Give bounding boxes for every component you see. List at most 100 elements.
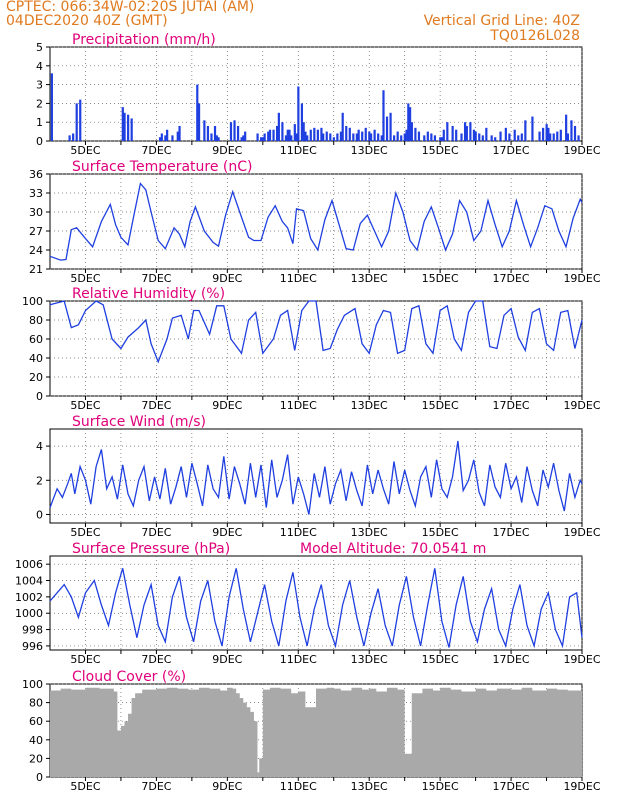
precip-bar — [332, 137, 335, 141]
precip-bar — [547, 127, 550, 141]
precip-bar — [520, 133, 523, 141]
precip-bar — [281, 122, 284, 141]
y-tick-label: 0 — [36, 771, 43, 784]
x-tick-label: 17DEC — [493, 653, 530, 666]
y-tick-label: 1006 — [15, 558, 43, 571]
precip-bar — [229, 122, 233, 141]
x-tick-label: 7DEC — [141, 144, 171, 157]
panel-1: 5DEC 7DEC 9DEC 11DEC 13DEC 15DEC 17DEC 19DEC 21 2… — [29, 159, 601, 285]
panel-frame — [49, 555, 583, 651]
x-tick-label: 5DEC — [70, 272, 100, 285]
x-tick-label: 13DEC — [351, 144, 388, 157]
precip-bar — [478, 133, 481, 141]
panel-frame — [49, 428, 583, 524]
precip-bar — [293, 124, 296, 141]
x-tick-label: 17DEC — [493, 144, 530, 157]
x-tick-label: 11DEC — [280, 526, 317, 539]
x-tick-label: 19DEC — [563, 526, 600, 539]
y-tick-label: 996 — [22, 640, 43, 653]
y-tick-label: 27 — [29, 225, 43, 238]
precip-bar — [541, 127, 545, 141]
header-datetime: 04DEC2020 40Z (GMT) — [6, 13, 168, 29]
precip-bar — [336, 133, 339, 141]
x-tick-label: 13DEC — [351, 653, 388, 666]
precip-bar — [178, 125, 181, 141]
panel-5: 5DEC 7DEC 9DEC 11DEC 13DEC 15DEC 17DEC 19DEC 0 20… — [22, 669, 601, 793]
y-tick-label: 80 — [29, 314, 43, 327]
precip-bar — [236, 125, 240, 141]
y-tick-label: 100 — [22, 678, 43, 691]
panel-title: Surface Wind (m/s) — [72, 414, 206, 430]
precip-bar — [121, 107, 124, 141]
x-tick-label: 5DEC — [70, 780, 100, 793]
precip-bar — [380, 135, 383, 141]
precip-bar — [552, 133, 555, 141]
x-tick-label: 7DEC — [141, 526, 171, 539]
precip-bar — [446, 122, 449, 141]
y-tick-label: 2 — [36, 474, 43, 487]
precip-bar — [244, 131, 247, 141]
precip-bar — [275, 125, 279, 141]
precip-bar — [423, 135, 426, 141]
x-tick-label: 13DEC — [351, 272, 388, 285]
x-tick-label: 11DEC — [280, 399, 317, 412]
precip-bar — [494, 137, 497, 141]
precip-bar — [556, 131, 559, 141]
panel-title: Relative Humidity (%) — [72, 286, 225, 302]
x-tick-label: 11DEC — [280, 780, 317, 793]
precip-bar — [455, 129, 458, 141]
precip-bar — [565, 114, 568, 141]
x-tick-label: 13DEC — [351, 780, 388, 793]
precip-bar — [348, 127, 351, 141]
x-tick-label: 15DEC — [422, 144, 459, 157]
precip-bar — [393, 135, 396, 141]
x-tick-label: 19DEC — [563, 272, 600, 285]
y-tick-label: 0 — [36, 390, 43, 403]
precip-bar — [256, 133, 259, 141]
precip-bar — [158, 137, 162, 141]
precip-bar — [68, 135, 71, 141]
precip-bar — [302, 122, 305, 141]
precip-bar — [50, 73, 53, 141]
y-tick-label: 5 — [36, 41, 43, 54]
precip-bar — [304, 131, 307, 141]
x-tick-label: 9DEC — [212, 653, 242, 666]
x-tick-label: 19DEC — [563, 144, 600, 157]
precip-bar — [240, 137, 243, 141]
precip-bar — [320, 127, 323, 141]
x-tick-label: 15DEC — [422, 399, 459, 412]
precip-bar — [566, 133, 570, 141]
precip-bar — [297, 86, 300, 141]
precip-bar — [368, 131, 371, 141]
x-tick-label: 19DEC — [563, 780, 600, 793]
precip-bar — [538, 131, 541, 141]
y-tick-label: 3 — [36, 79, 43, 92]
x-tick-label: 9DEC — [212, 780, 242, 793]
precip-bar — [474, 131, 477, 141]
precip-bar — [322, 133, 325, 141]
precip-bar — [481, 135, 484, 141]
y-tick-label: 33 — [29, 187, 43, 200]
precip-bar — [357, 129, 360, 141]
x-tick-label: 15DEC — [422, 526, 459, 539]
precip-bar — [517, 135, 520, 141]
x-tick-label: 15DEC — [422, 780, 459, 793]
y-tick-label: 0 — [36, 508, 43, 521]
series-line — [49, 182, 583, 261]
precip-bar — [130, 118, 133, 141]
precip-bar — [263, 133, 266, 141]
precip-bar — [469, 122, 472, 141]
panel-title: Precipitation (mm/h) — [72, 32, 216, 48]
precip-bar — [233, 120, 236, 141]
x-tick-label: 9DEC — [212, 144, 242, 157]
precip-bar — [316, 129, 319, 141]
precip-bar — [465, 125, 468, 141]
precip-bar — [72, 133, 75, 141]
precip-bar — [382, 90, 385, 141]
precip-bar — [295, 133, 298, 141]
precip-bar — [164, 135, 167, 141]
panel-title: Surface Temperature (nC) — [72, 159, 253, 175]
series-line — [49, 300, 583, 364]
precip-bar — [499, 131, 502, 141]
x-tick-label: 7DEC — [141, 399, 171, 412]
